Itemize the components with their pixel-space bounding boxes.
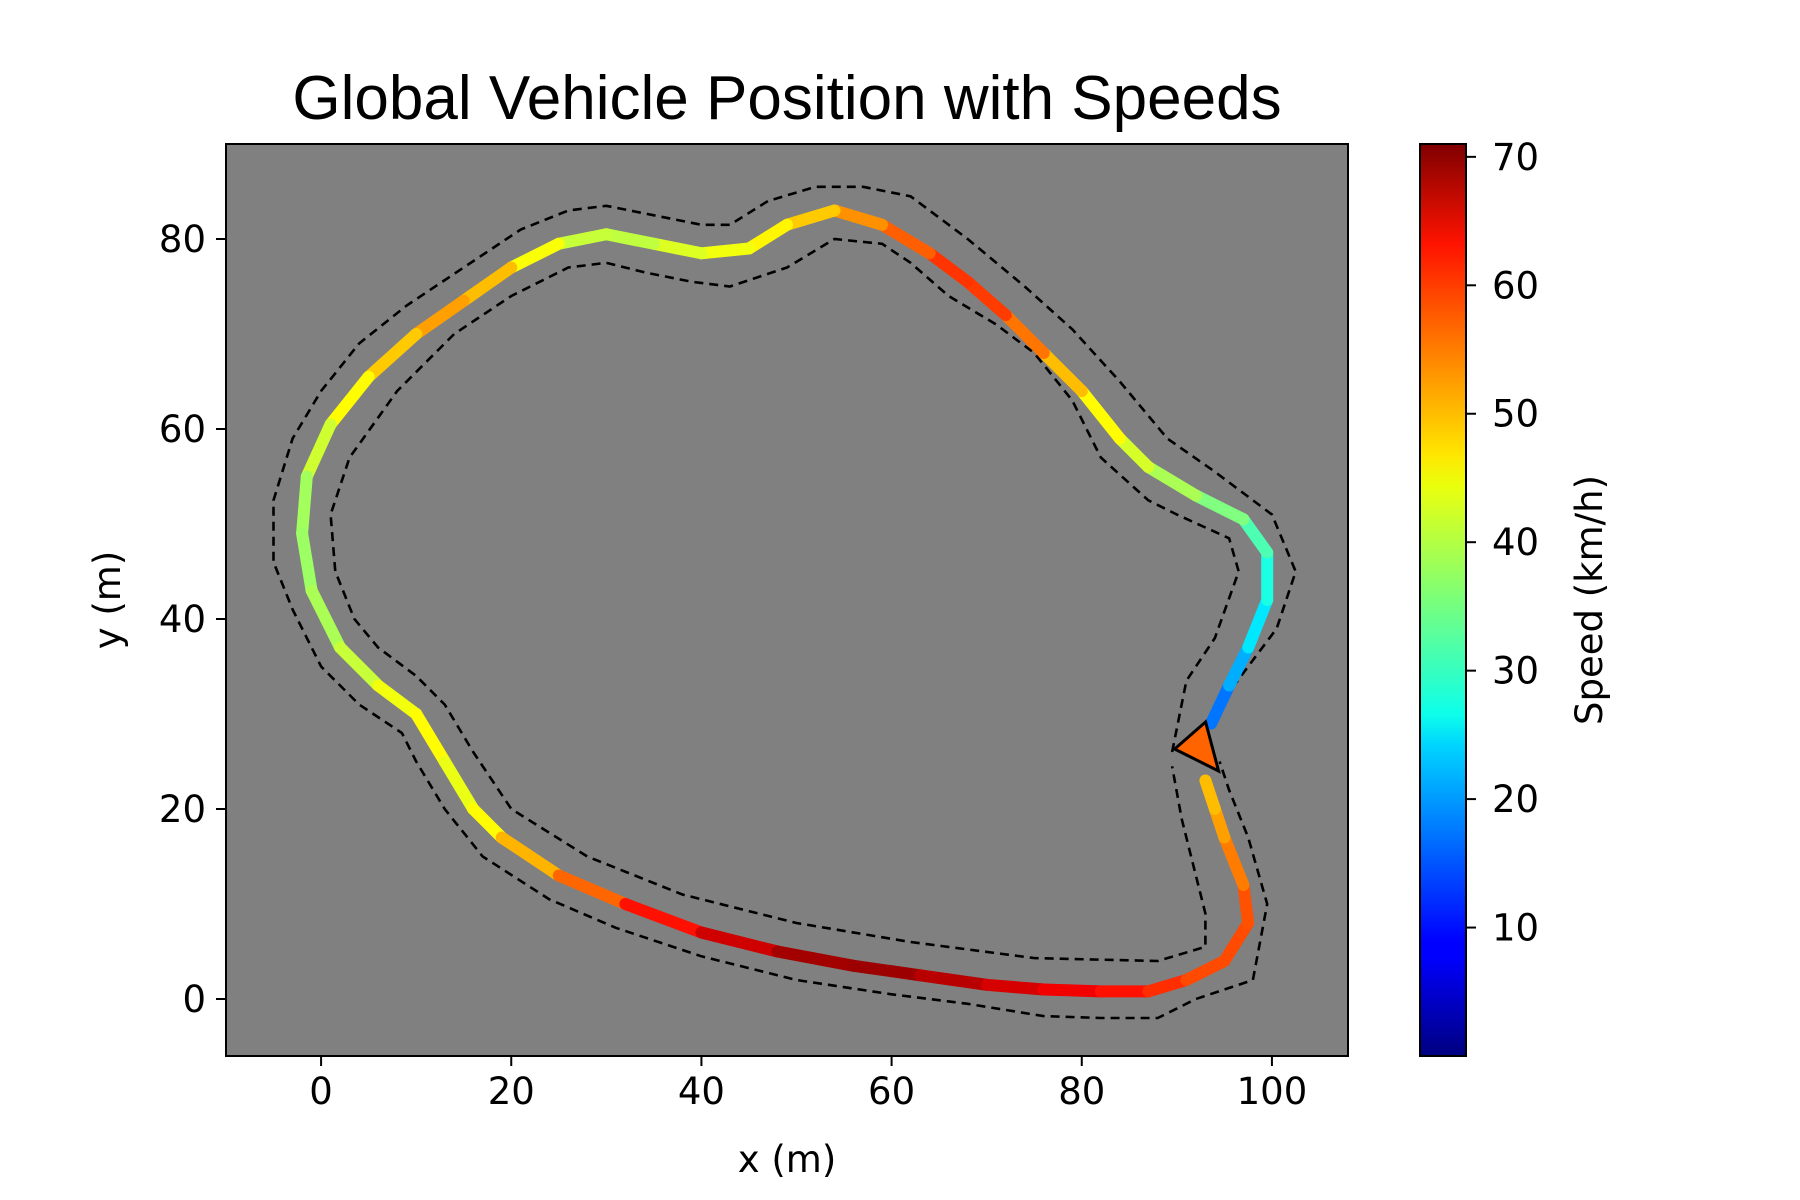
path-segment	[457, 261, 518, 307]
colorbar-ticks: 10 20 30 40 50 60 70	[1466, 136, 1539, 950]
path-segment	[1237, 879, 1255, 929]
path-segment	[372, 679, 423, 720]
x-tick-label: 40	[678, 1070, 725, 1113]
path-segment	[1180, 955, 1231, 986]
plot-frame	[225, 143, 1349, 1057]
y-axis-ticks: 0 20 40 60 80	[159, 218, 226, 1021]
path-segment	[1223, 641, 1255, 692]
path-segment	[552, 228, 613, 250]
path-segment	[495, 831, 565, 882]
path-segment	[324, 370, 375, 431]
y-tick-label: 20	[159, 788, 206, 831]
path-segment	[410, 294, 470, 340]
y-tick-label: 60	[159, 408, 206, 451]
path-segment	[600, 228, 660, 250]
colorbar-tick-label: 10	[1492, 907, 1539, 950]
y-tick-label: 40	[159, 598, 206, 641]
path-segment	[771, 945, 860, 972]
path-segment	[1218, 831, 1250, 891]
path-segment	[467, 803, 508, 844]
path-segment	[781, 204, 841, 231]
path-segment	[1037, 347, 1088, 397]
path-segment	[695, 242, 755, 260]
path-segment	[438, 755, 480, 815]
path-segment	[999, 309, 1050, 359]
path-segment	[828, 204, 889, 231]
plot-area	[226, 144, 1348, 1056]
x-axis-ticks: 0 20 40 60 80 100	[309, 1056, 1307, 1113]
path-segment	[847, 959, 927, 982]
path-segment	[980, 978, 1050, 996]
colorbar-tick-label: 40	[1492, 521, 1539, 564]
vehicle-marker-layer	[1171, 719, 1221, 774]
x-tick-label: 60	[868, 1070, 915, 1113]
path-segment	[647, 237, 708, 260]
path-segment	[1242, 594, 1274, 654]
path-segment	[1113, 432, 1155, 473]
path-segment	[1237, 513, 1274, 559]
colorbar-tick-label: 20	[1492, 778, 1539, 821]
x-tick-label: 20	[488, 1070, 535, 1113]
path-segment	[1037, 983, 1107, 998]
colorbar-tick-label: 50	[1492, 393, 1539, 436]
path-segment	[300, 418, 337, 483]
path-segment	[961, 275, 1012, 321]
colorbar-tick-label: 70	[1492, 136, 1539, 179]
colorbar-label: Speed (km/h)	[1568, 475, 1611, 725]
path-segment	[334, 641, 385, 692]
colorbar-tick-label: 60	[1492, 264, 1539, 307]
path-segment	[296, 527, 318, 597]
y-axis-label: y (m)	[86, 551, 129, 650]
path-segment	[743, 218, 793, 255]
track-boundaries	[272, 185, 1298, 1020]
path-segment	[362, 328, 423, 383]
path-segment	[296, 470, 313, 540]
x-axis-label: x (m)	[738, 1138, 837, 1181]
chart-title: Global Vehicle Position with Speeds	[292, 64, 1281, 133]
x-tick-label: 80	[1058, 1070, 1105, 1113]
path-segment	[410, 708, 451, 768]
path-segment	[619, 898, 708, 939]
path-segment	[1142, 974, 1193, 998]
colorbar	[1419, 143, 1467, 1057]
path-segment	[876, 218, 936, 260]
path-segment	[695, 926, 784, 958]
path-segment	[1142, 461, 1202, 502]
path-segment	[923, 247, 974, 288]
vehicle-marker	[1171, 719, 1221, 774]
path-segment	[1189, 489, 1250, 526]
y-tick-label: 80	[159, 218, 206, 261]
path-segment	[1218, 917, 1255, 967]
path-segment	[1199, 774, 1221, 815]
y-tick-label: 0	[182, 978, 206, 1021]
vehicle-path	[296, 204, 1274, 998]
path-segment	[914, 969, 993, 991]
path-segment	[1075, 385, 1126, 445]
x-tick-label: 0	[309, 1070, 333, 1113]
path-segment	[552, 869, 632, 910]
path-segment	[1205, 679, 1236, 730]
track-boundary-inner	[329, 237, 1241, 963]
path-segment	[505, 237, 565, 274]
track-boundary-outer	[272, 185, 1298, 1020]
colorbar-tick-label: 30	[1492, 650, 1539, 693]
x-tick-label: 100	[1237, 1070, 1308, 1113]
path-segment	[305, 584, 347, 654]
